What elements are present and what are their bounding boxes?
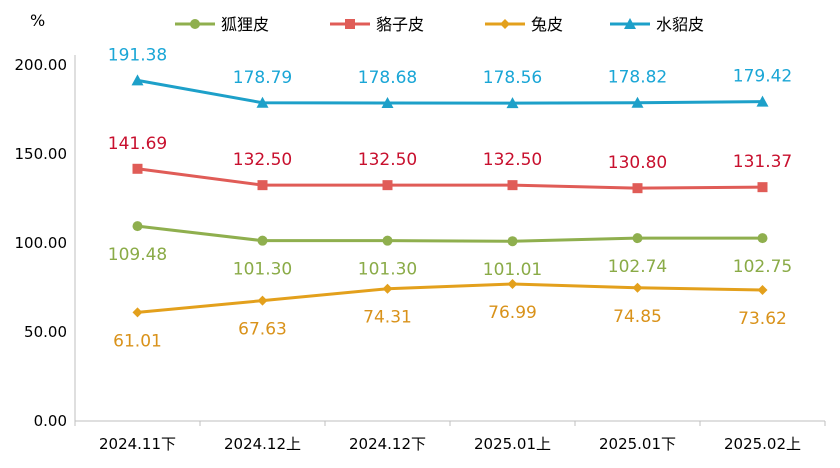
x-tick-label: 2024.12上	[224, 435, 301, 453]
data-label: 73.62	[738, 309, 787, 329]
data-label: 141.69	[108, 134, 167, 154]
data-point	[132, 221, 143, 232]
data-labels: 109.48 101.30 101.30 101.01 102.74 102.75 141.…	[108, 45, 792, 351]
x-tick-label: 2024.12下	[349, 435, 426, 453]
legend: 狐狸皮 貉子皮 兔皮 水貂皮	[175, 15, 704, 34]
data-label: 132.50	[483, 150, 542, 170]
legend-item-label: 貉子皮	[376, 15, 424, 34]
data-point	[632, 233, 643, 244]
legend-marker	[624, 18, 636, 29]
data-point	[381, 96, 394, 108]
data-point	[382, 283, 393, 294]
data-point	[382, 180, 393, 191]
y-tick-label: 200.00	[15, 56, 68, 74]
series-line	[137, 224, 763, 243]
data-point	[131, 74, 144, 86]
y-tick-label: 100.00	[15, 234, 68, 252]
data-label: 74.85	[613, 307, 662, 327]
data-label: 101.01	[483, 260, 542, 280]
data-point	[507, 278, 518, 289]
y-axis-unit: %	[30, 11, 45, 30]
data-label: 76.99	[488, 303, 537, 323]
data-point	[257, 295, 268, 306]
data-label: 101.30	[233, 260, 292, 280]
data-label: 132.50	[233, 150, 292, 170]
y-tick-label: 150.00	[15, 145, 68, 163]
series-layer	[131, 74, 769, 318]
data-point	[132, 307, 143, 318]
data-label: 67.63	[238, 320, 287, 340]
data-label: 109.48	[108, 245, 167, 265]
legend-item-label: 狐狸皮	[221, 15, 269, 34]
data-label: 191.38	[108, 45, 167, 65]
data-point	[757, 284, 768, 295]
data-label: 178.56	[483, 68, 542, 88]
data-point	[507, 236, 518, 247]
y-tick-label: 0.00	[34, 412, 67, 430]
x-tick-label: 2025.01上	[474, 435, 551, 453]
data-point	[632, 282, 643, 293]
data-point	[757, 233, 768, 244]
data-point	[632, 183, 643, 194]
data-label: 178.79	[233, 68, 292, 88]
data-label: 179.42	[733, 67, 792, 87]
data-label: 132.50	[358, 150, 417, 170]
series-line	[137, 167, 763, 190]
legend-item-label: 水貂皮	[656, 15, 704, 34]
legend-marker	[345, 19, 355, 29]
data-point	[256, 96, 269, 108]
legend-marker	[500, 19, 510, 29]
data-point	[631, 96, 644, 108]
data-point	[132, 163, 143, 174]
data-point	[506, 97, 519, 109]
data-label: 130.80	[608, 153, 667, 173]
x-tick-label: 2025.02上	[724, 435, 801, 453]
y-tick-label: 50.00	[24, 323, 67, 341]
data-label: 61.01	[113, 331, 162, 351]
data-point	[382, 235, 393, 246]
data-point	[757, 182, 768, 193]
data-label: 102.74	[608, 257, 667, 277]
axes: % 0.00 50.00 100.00 150.00 200.00 2024.11下 2024…	[15, 11, 826, 453]
legend-marker	[190, 19, 200, 29]
data-label: 178.82	[608, 68, 667, 88]
data-label: 74.31	[363, 308, 412, 328]
data-point	[507, 180, 518, 191]
series-line	[137, 78, 763, 105]
data-label: 178.68	[358, 68, 417, 88]
data-point	[756, 95, 769, 107]
data-label: 102.75	[733, 257, 792, 277]
x-tick-label: 2024.11下	[99, 435, 176, 453]
data-label: 101.30	[358, 260, 417, 280]
x-tick-label: 2025.01下	[599, 435, 676, 453]
legend-item-label: 兔皮	[531, 15, 563, 34]
series-line	[137, 282, 763, 314]
data-label: 131.37	[733, 152, 792, 172]
data-point	[257, 180, 268, 191]
data-point	[257, 235, 268, 246]
